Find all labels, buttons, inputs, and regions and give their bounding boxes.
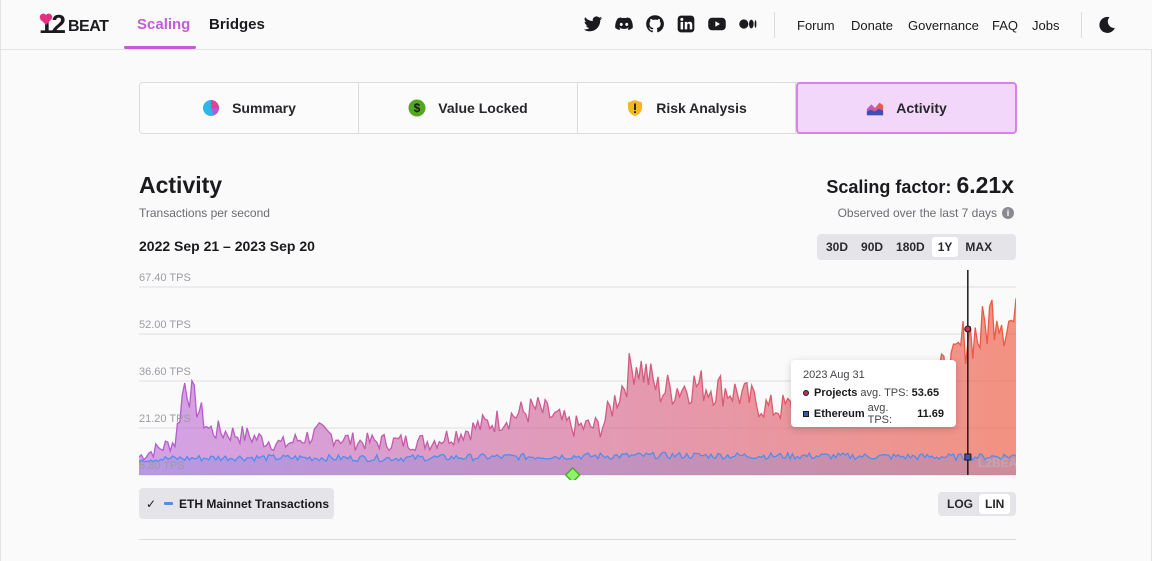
medium-icon[interactable] bbox=[738, 14, 758, 34]
time-range-selector: 30D 90D 180D 1Y MAX bbox=[817, 234, 1016, 260]
tooltip-series-value: 53.65 bbox=[911, 387, 940, 399]
scaling-factor-label: Scaling factor: bbox=[826, 177, 952, 197]
projects-hover-point bbox=[964, 325, 972, 333]
moon-icon[interactable] bbox=[1097, 15, 1117, 35]
scale-button-log[interactable]: LOG bbox=[947, 497, 973, 511]
y-tick-label: 52.00 TPS bbox=[139, 319, 191, 331]
scale-button-lin[interactable]: LIN bbox=[979, 494, 1011, 514]
section-tabs: Summary $ Value Locked Risk Analysis bbox=[139, 82, 1017, 134]
eth-line-legend-icon bbox=[164, 502, 173, 505]
projects-area bbox=[139, 298, 1016, 475]
tooltip-series-name: Projects bbox=[814, 387, 858, 399]
header-separator bbox=[774, 12, 775, 38]
chart-tooltip: 2023 Aug 31 Projects avg. TPS: 53.65 Eth… bbox=[791, 360, 956, 427]
top-header: 12 BEAT Scaling Bridges Forum bbox=[1, 0, 1152, 50]
date-range: 2022 Sep 21 – 2023 Sep 20 bbox=[139, 238, 315, 254]
range-button-180d[interactable]: 180D bbox=[896, 240, 925, 254]
discord-icon[interactable] bbox=[614, 14, 634, 34]
twitter-icon[interactable] bbox=[583, 14, 603, 34]
tab-risk-analysis[interactable]: Risk Analysis bbox=[578, 83, 796, 133]
tab-label: Activity bbox=[896, 100, 947, 116]
header-separator bbox=[1081, 12, 1082, 38]
tab-label: Value Locked bbox=[438, 100, 528, 116]
info-icon[interactable]: i bbox=[1002, 207, 1014, 219]
dollar-coin-icon: $ bbox=[408, 99, 426, 117]
nav-active-underline bbox=[124, 46, 196, 49]
pie-chart-icon bbox=[203, 100, 220, 116]
nav-tab-scaling[interactable]: Scaling bbox=[137, 16, 191, 33]
y-tick-label: 5.80 TPS bbox=[139, 460, 185, 472]
tooltip-series-label: avg. TPS: bbox=[867, 402, 893, 426]
ethereum-square-icon bbox=[803, 411, 809, 417]
tab-activity[interactable]: Activity bbox=[796, 82, 1017, 134]
nav-tab-bridges[interactable]: Bridges bbox=[209, 16, 265, 33]
y-tick-label: 67.40 TPS bbox=[139, 272, 191, 284]
eth-toggle-label: ETH Mainnet Transactions bbox=[179, 496, 330, 511]
scale-selector: LOG LIN bbox=[938, 492, 1016, 516]
shield-warning-icon bbox=[628, 100, 643, 116]
tab-summary[interactable]: Summary bbox=[140, 83, 359, 133]
y-tick-label: 36.60 TPS bbox=[139, 366, 191, 378]
ethereum-line bbox=[139, 451, 1016, 463]
logo-word: BEAT bbox=[68, 18, 109, 35]
observed-text: Observed over the last 7 days bbox=[837, 206, 997, 220]
range-button-90d[interactable]: 90D bbox=[861, 240, 884, 254]
heart-icon bbox=[39, 13, 53, 25]
link-jobs[interactable]: Jobs bbox=[1032, 18, 1060, 33]
tooltip-series-label: avg. TPS: bbox=[860, 387, 909, 399]
github-icon[interactable] bbox=[645, 14, 665, 34]
y-tick-label: 21.20 TPS bbox=[139, 413, 191, 425]
tooltip-series-value: 11.69 bbox=[917, 408, 944, 420]
page-subtitle: Transactions per second bbox=[139, 206, 270, 220]
observed-note: Observed over the last 7 days i bbox=[838, 206, 1014, 220]
projects-dot-icon bbox=[803, 390, 809, 396]
area-chart-icon bbox=[867, 102, 884, 116]
tooltip-series-name: Ethereum bbox=[813, 408, 865, 420]
event-marker bbox=[564, 467, 581, 480]
tooltip-date: 2023 Aug 31 bbox=[803, 369, 865, 381]
link-forum[interactable]: Forum bbox=[797, 18, 835, 33]
page-title: Activity bbox=[139, 172, 223, 198]
tab-value-locked[interactable]: $ Value Locked bbox=[359, 83, 578, 133]
ethereum-hover-point bbox=[964, 453, 972, 461]
tab-label: Summary bbox=[232, 100, 296, 116]
range-button-30d[interactable]: 30D bbox=[826, 240, 849, 254]
range-button-max[interactable]: MAX bbox=[965, 240, 993, 254]
link-governance[interactable]: Governance bbox=[908, 18, 979, 33]
tooltip-row-ethereum: Ethereum avg. TPS: 11.69 bbox=[803, 402, 944, 426]
bottom-divider bbox=[139, 539, 1016, 540]
link-faq[interactable]: FAQ bbox=[992, 18, 1019, 33]
linkedin-icon[interactable] bbox=[676, 14, 696, 34]
tab-label: Risk Analysis bbox=[656, 100, 747, 116]
link-donate[interactable]: Donate bbox=[851, 18, 893, 33]
svg-text:$: $ bbox=[414, 101, 421, 115]
eth-mainnet-toggle[interactable]: ✓ ETH Mainnet Transactions bbox=[139, 488, 334, 519]
checkmark-icon[interactable]: ✓ bbox=[146, 496, 157, 511]
scaling-factor-value: 6.21x bbox=[956, 172, 1014, 198]
range-button-1y[interactable]: 1Y bbox=[931, 237, 959, 257]
scaling-factor: Scaling factor: 6.21x bbox=[826, 172, 1014, 199]
chart-watermark: L2BEAT bbox=[978, 456, 1016, 470]
youtube-icon[interactable] bbox=[707, 14, 727, 34]
tooltip-row-projects: Projects avg. TPS: 53.65 bbox=[803, 387, 944, 399]
l2beat-logo[interactable]: 12 BEAT bbox=[39, 9, 109, 39]
